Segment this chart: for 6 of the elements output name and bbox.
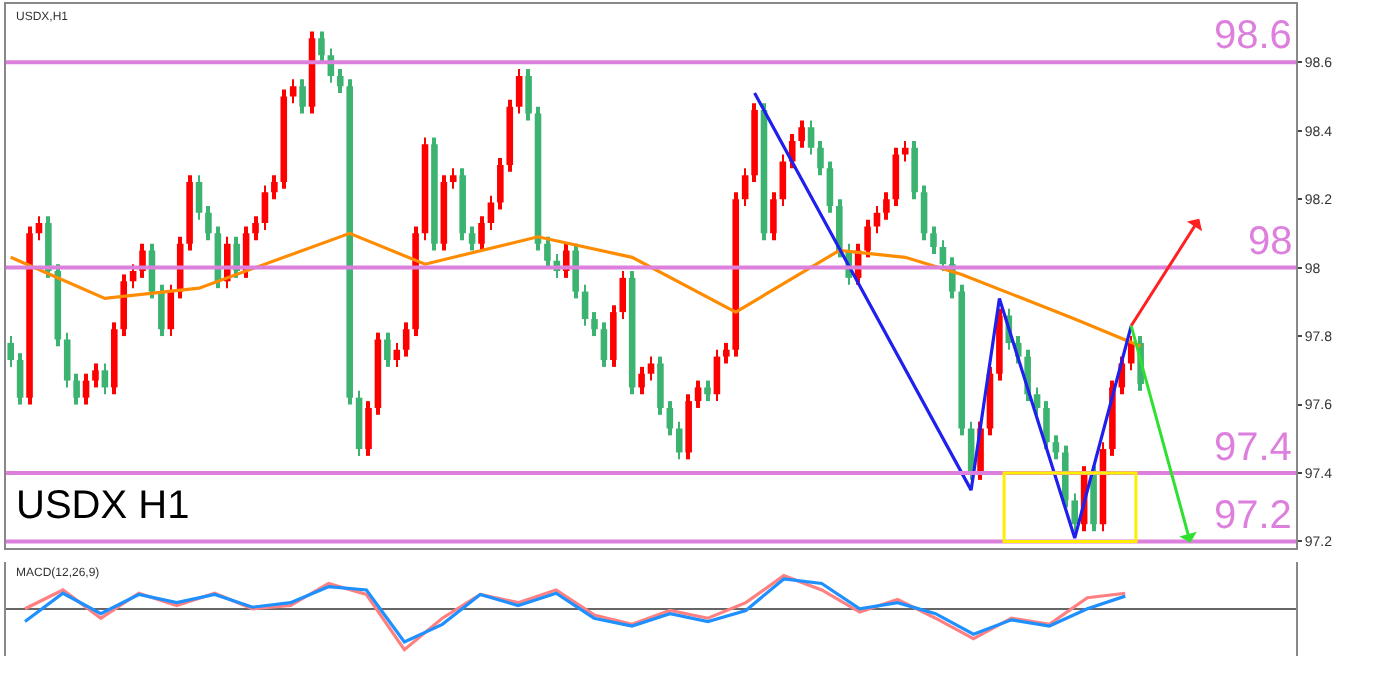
ref-line-label: 98 bbox=[1248, 220, 1293, 264]
ref-line-label: 98.6 bbox=[1214, 14, 1292, 58]
ref-line-label: 97.4 bbox=[1214, 426, 1292, 470]
line-series bbox=[752, 91, 1133, 540]
annotation: USDX H1 bbox=[16, 484, 190, 528]
ref-line-label: 97.2 bbox=[1214, 494, 1292, 538]
